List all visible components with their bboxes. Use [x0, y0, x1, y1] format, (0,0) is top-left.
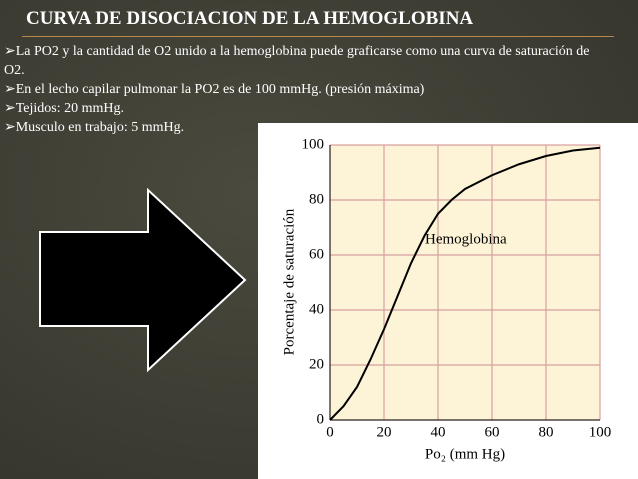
annotation: Hemoglobina [425, 231, 507, 247]
bullet-list: La PO2 y la cantidad de O2 unido a la he… [4, 42, 594, 137]
x-tick-label: 60 [485, 424, 500, 440]
bullet: En el lecho capilar pulmonar la PO2 es d… [4, 80, 594, 99]
y-axis-label: Porcentaje de saturación [281, 208, 297, 355]
bullet: Tejidos: 20 mmHg. [4, 99, 594, 118]
slide-title: CURVA DE DISOCIACION DE LA HEMOGLOBINA [26, 8, 474, 29]
x-tick-label: 20 [377, 424, 392, 440]
bullet: Musculo en trabajo: 5 mmHg. [4, 118, 594, 137]
x-tick-label: 0 [326, 424, 334, 440]
bullet: La PO2 y la cantidad de O2 unido a la he… [4, 42, 594, 80]
x-tick-label: 100 [589, 424, 612, 440]
x-axis-label: Po₂ (mm Hg) [425, 446, 505, 462]
plot-area [330, 145, 600, 420]
y-tick-label: 60 [309, 246, 324, 262]
y-tick-label: 100 [302, 136, 325, 152]
x-tick-label: 40 [431, 424, 446, 440]
title-rule [22, 36, 614, 37]
arrow [39, 187, 247, 373]
curve [329, 146, 601, 421]
y-tick-label: 0 [317, 411, 325, 427]
x-tick-label: 80 [539, 424, 554, 440]
y-tick-label: 80 [309, 191, 324, 207]
y-tick-label: 40 [309, 301, 324, 317]
y-tick-label: 20 [309, 356, 324, 372]
